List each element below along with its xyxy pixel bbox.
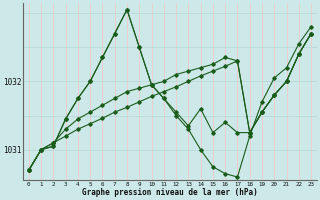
X-axis label: Graphe pression niveau de la mer (hPa): Graphe pression niveau de la mer (hPa) (82, 188, 258, 197)
